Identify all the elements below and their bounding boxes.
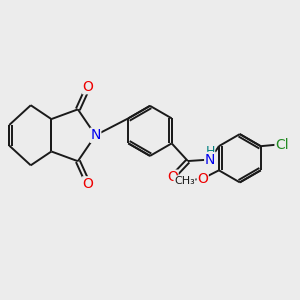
Text: O: O <box>197 172 208 186</box>
Text: N: N <box>205 153 215 166</box>
Text: CH₃: CH₃ <box>174 176 195 186</box>
Text: O: O <box>83 80 94 94</box>
Text: Cl: Cl <box>275 138 289 152</box>
Text: H: H <box>205 145 214 158</box>
Text: O: O <box>83 177 94 191</box>
Text: N: N <box>90 128 101 142</box>
Text: O: O <box>167 170 178 184</box>
